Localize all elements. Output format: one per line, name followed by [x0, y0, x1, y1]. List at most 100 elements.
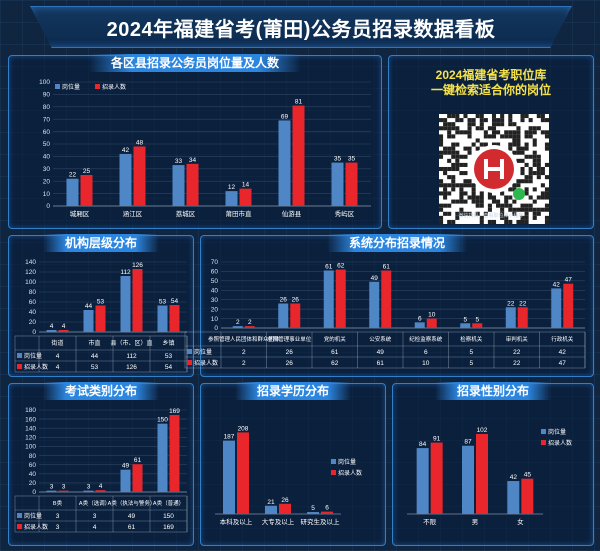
data-label: 6	[418, 315, 422, 322]
data-label: 3	[87, 484, 91, 491]
qr-module	[463, 191, 468, 196]
x-tick-label: 研究生及以上	[301, 517, 341, 526]
qr-module	[455, 166, 460, 172]
x-tick-label: A类（选调）	[79, 499, 110, 507]
qr-code[interactable]	[439, 114, 549, 224]
qr-module	[528, 195, 533, 200]
y-tick-label: 80	[29, 453, 37, 460]
qr-module	[475, 146, 480, 151]
data-label: 35	[334, 156, 342, 163]
bar-hires	[521, 478, 534, 514]
table-cell: 169	[163, 524, 174, 531]
qr-module	[463, 179, 468, 184]
qr-module	[487, 134, 492, 139]
y-tick-label: 100	[25, 444, 36, 451]
qr-module	[512, 142, 517, 147]
data-label: 12	[228, 184, 236, 191]
qr-module	[496, 122, 501, 127]
x-tick-label: 荔城区	[176, 209, 196, 218]
qr-module	[504, 203, 509, 208]
qr-module	[463, 114, 468, 119]
qr-module	[512, 122, 517, 127]
bar-hires	[80, 175, 93, 206]
qr-module	[491, 122, 497, 127]
bar-hires	[430, 442, 443, 514]
y-tick-label: 100	[25, 279, 36, 286]
qr-module	[451, 199, 456, 204]
qr-module	[524, 154, 529, 159]
panel-title-exam: 考试类别分布	[42, 382, 160, 400]
qr-module	[447, 122, 452, 127]
bar-hires	[169, 415, 180, 492]
data-label: 53	[97, 299, 105, 306]
qr-module	[512, 183, 517, 188]
table-cell: 22	[513, 360, 521, 367]
qr-module	[459, 211, 464, 216]
qr-module	[524, 142, 529, 147]
panel-title-gender: 招录性别分布	[434, 382, 552, 400]
qr-module	[459, 154, 464, 159]
qr-module	[520, 114, 525, 119]
qr-module	[544, 142, 549, 147]
legend-swatch	[541, 429, 546, 434]
qr-module	[455, 211, 460, 216]
qr-module	[487, 203, 492, 208]
qr-module	[536, 166, 541, 172]
data-label: 4	[62, 323, 66, 330]
qr-module	[516, 130, 521, 135]
qr-module	[544, 134, 549, 139]
bar-positions	[416, 448, 429, 514]
qr-module	[451, 154, 456, 159]
qr-module	[455, 215, 460, 220]
qr-module	[512, 138, 517, 143]
data-label: 169	[169, 408, 180, 415]
x-tick-label: 县（市、区）直	[110, 339, 152, 347]
qr-module	[451, 187, 456, 192]
qr-module	[520, 118, 525, 123]
table-cell: 62	[331, 360, 339, 367]
y-tick-label: 80	[29, 289, 37, 296]
bar-positions	[120, 469, 131, 492]
bar-hires	[517, 307, 528, 328]
table-cell: 126	[126, 364, 137, 371]
qr-module	[516, 158, 521, 163]
qr-module	[479, 215, 484, 220]
qr-module	[516, 142, 521, 147]
qr-module	[532, 162, 537, 167]
qr-module	[496, 118, 501, 123]
qr-module	[508, 114, 513, 119]
qr-module	[487, 219, 492, 224]
qr-module	[536, 114, 541, 119]
qr-module	[504, 134, 509, 139]
data-label: 61	[325, 263, 333, 270]
qr-module	[512, 134, 517, 139]
table-cell: 26	[286, 349, 294, 356]
qr-module	[451, 146, 456, 151]
x-tick-label: 不限	[423, 517, 437, 526]
qr-module	[463, 162, 468, 167]
qr-module	[544, 118, 549, 123]
data-label: 5	[475, 316, 479, 323]
qr-module	[491, 195, 497, 200]
qr-module	[508, 130, 513, 135]
qr-module	[467, 183, 472, 188]
data-label: 91	[433, 436, 441, 443]
qr-module	[451, 179, 456, 184]
qr-module	[524, 211, 529, 216]
qr-module	[544, 191, 549, 196]
qr-module	[520, 150, 525, 155]
y-tick-label: 30	[211, 297, 219, 304]
qr-module	[500, 215, 505, 220]
qr-module	[544, 130, 549, 135]
qr-module	[447, 146, 452, 151]
qr-module	[467, 195, 472, 200]
data-label: 21	[267, 499, 275, 506]
qr-module	[544, 162, 549, 167]
qr-module	[479, 118, 484, 123]
data-label: 61	[383, 263, 391, 270]
bar-hires	[186, 163, 199, 206]
bar-hires	[132, 269, 143, 332]
qr-module	[496, 130, 501, 135]
bar-hires	[237, 432, 249, 514]
